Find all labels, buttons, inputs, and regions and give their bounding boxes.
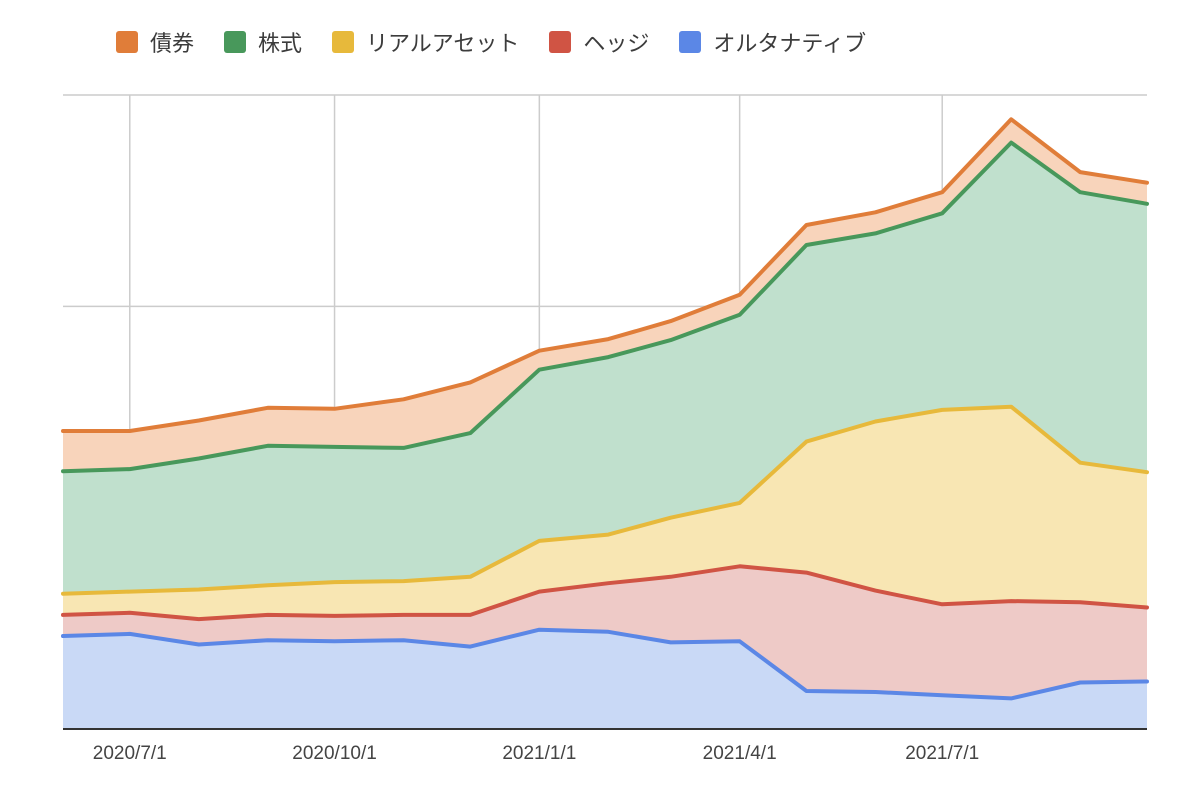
series-line-3 bbox=[61, 140, 1149, 474]
x-tick-label-0: 2020/7/1 bbox=[93, 743, 167, 764]
legend-swatch-alternative bbox=[679, 31, 702, 53]
legend-item-real-assets[interactable]: リアルアセット bbox=[332, 26, 519, 58]
legend-item-bonds[interactable]: 債券 bbox=[116, 26, 194, 58]
legend-label-alternative: オルタナティブ bbox=[713, 32, 867, 57]
area-fills bbox=[63, 119, 1147, 729]
legend-swatch-bonds bbox=[116, 31, 138, 53]
legend-swatch-equities bbox=[224, 31, 247, 53]
series-line-0 bbox=[61, 627, 1149, 701]
x-tick-label-2: 2021/1/1 bbox=[502, 743, 576, 764]
x-tick-label-3: 2021/4/1 bbox=[703, 743, 777, 764]
x-tick-label-4: 2021/7/1 bbox=[905, 743, 979, 764]
area-fill-series-2 bbox=[63, 406, 1147, 620]
series-line-1 bbox=[61, 564, 1149, 622]
series-line-4 bbox=[61, 117, 1149, 433]
x-tick-label-1: 2020/10/1 bbox=[292, 743, 377, 764]
legend-item-alternative[interactable]: オルタナティブ bbox=[679, 26, 866, 58]
area-fill-series-4 bbox=[63, 119, 1147, 472]
series-line-2 bbox=[61, 404, 1149, 596]
legend-label-real-assets: リアルアセット bbox=[366, 32, 520, 57]
area-fill-series-1 bbox=[63, 566, 1147, 699]
x-axis-tick-labels: 2020/7/1 2020/10/1 2021/1/1 2021/4/1 2021/7/… bbox=[93, 743, 979, 764]
legend-label-bonds: 債券 bbox=[150, 32, 195, 57]
legend-label-equities: 株式 bbox=[258, 32, 303, 57]
legend-item-equities[interactable]: 株式 bbox=[224, 26, 302, 58]
legend-label-hedge: ヘッジ bbox=[583, 32, 650, 57]
area-fill-series-3 bbox=[63, 142, 1147, 594]
legend-item-hedge[interactable]: ヘッジ bbox=[549, 26, 649, 58]
legend-swatch-hedge bbox=[549, 31, 572, 53]
legend-swatch-real-assets bbox=[332, 31, 355, 53]
legend: 債券 株式 リアルアセット ヘッジ オルタナティブ bbox=[116, 26, 896, 58]
series-lines bbox=[61, 117, 1149, 701]
area-fill-series-0 bbox=[63, 629, 1147, 729]
